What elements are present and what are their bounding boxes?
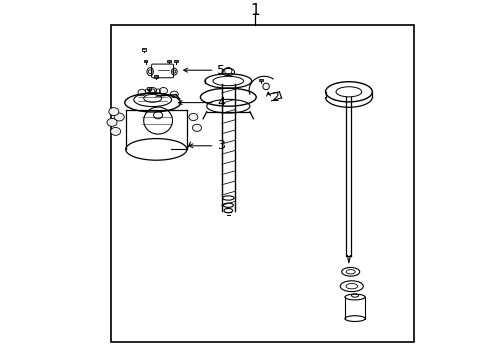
Bar	[141, 48, 145, 51]
Ellipse shape	[148, 87, 156, 94]
Bar	[154, 75, 158, 78]
Ellipse shape	[159, 87, 167, 94]
Bar	[143, 60, 147, 62]
Ellipse shape	[110, 127, 121, 135]
Bar	[146, 87, 151, 90]
Bar	[111, 25, 413, 342]
Ellipse shape	[192, 124, 201, 131]
Text: 1: 1	[250, 3, 260, 18]
Bar	[167, 59, 170, 62]
Text: 5: 5	[217, 64, 225, 77]
Ellipse shape	[188, 113, 198, 121]
Text: 4: 4	[217, 96, 225, 109]
Ellipse shape	[107, 118, 117, 126]
Ellipse shape	[108, 108, 119, 116]
Bar	[174, 60, 178, 62]
Text: 2: 2	[271, 91, 279, 104]
Text: 3: 3	[217, 139, 225, 152]
Ellipse shape	[138, 89, 145, 96]
Ellipse shape	[170, 91, 178, 98]
Bar	[258, 79, 262, 81]
Ellipse shape	[114, 113, 124, 121]
